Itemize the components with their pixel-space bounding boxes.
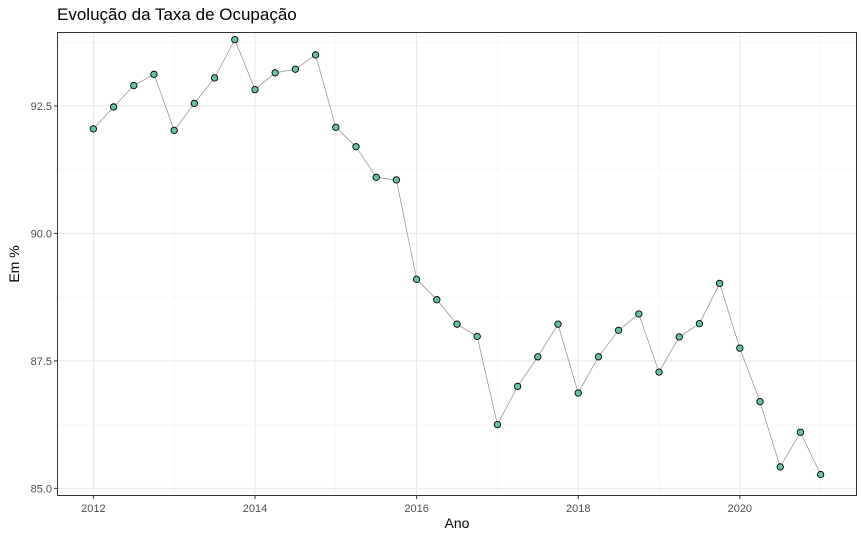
data-point	[594, 353, 603, 361]
x-axis: 2012 2014 2016 2018 2020	[81, 496, 752, 515]
x-axis-title: Ano	[445, 515, 470, 531]
x-tick-label: 2016	[404, 503, 428, 515]
data-point	[473, 332, 481, 341]
data-point	[453, 320, 461, 328]
data-point	[89, 125, 98, 133]
chart-title: Evolução da Taxa de Ocupação	[57, 5, 297, 24]
data-point	[251, 85, 259, 94]
data-point	[715, 279, 724, 288]
y-tick-label: 85.0	[31, 483, 52, 495]
x-tick-label: 2012	[81, 503, 105, 515]
series-points-group	[89, 35, 825, 479]
y-axis: 85.0 87.5 90.0 92.5	[31, 101, 57, 495]
y-axis-title: Em %	[6, 245, 22, 282]
data-point	[534, 353, 542, 361]
data-point	[776, 463, 784, 471]
grid-minor	[57, 32, 857, 496]
data-point	[695, 320, 704, 328]
data-point	[332, 123, 340, 131]
data-point	[231, 35, 239, 44]
data-point	[311, 51, 320, 59]
data-point	[756, 398, 764, 406]
data-point	[574, 389, 582, 397]
data-point	[352, 143, 360, 151]
data-point	[796, 428, 805, 436]
x-tick-label: 2020	[728, 503, 752, 515]
data-point	[170, 126, 178, 135]
data-point	[412, 275, 421, 283]
y-tick-label: 92.5	[31, 101, 52, 113]
data-point	[655, 368, 663, 376]
data-point	[635, 310, 643, 318]
data-point	[554, 320, 562, 328]
data-point	[291, 65, 300, 73]
plot-border	[57, 32, 857, 496]
data-point	[372, 173, 380, 181]
data-point	[513, 382, 522, 391]
data-point	[493, 420, 502, 429]
data-point	[190, 99, 199, 108]
data-point	[675, 333, 683, 341]
data-point	[130, 81, 138, 90]
data-point	[736, 344, 744, 352]
plot-panel	[57, 32, 857, 496]
y-tick-label: 90.0	[31, 228, 52, 240]
y-tick-label: 87.5	[31, 356, 52, 368]
data-point	[614, 326, 623, 334]
x-tick-label: 2018	[566, 503, 590, 515]
data-point	[210, 74, 219, 82]
data-point	[433, 296, 441, 304]
grid-major	[57, 32, 857, 496]
data-point	[150, 70, 158, 78]
data-point	[109, 103, 118, 111]
data-point	[392, 176, 401, 184]
x-tick-label: 2014	[243, 503, 267, 515]
data-point	[816, 470, 825, 479]
data-point	[271, 69, 279, 77]
